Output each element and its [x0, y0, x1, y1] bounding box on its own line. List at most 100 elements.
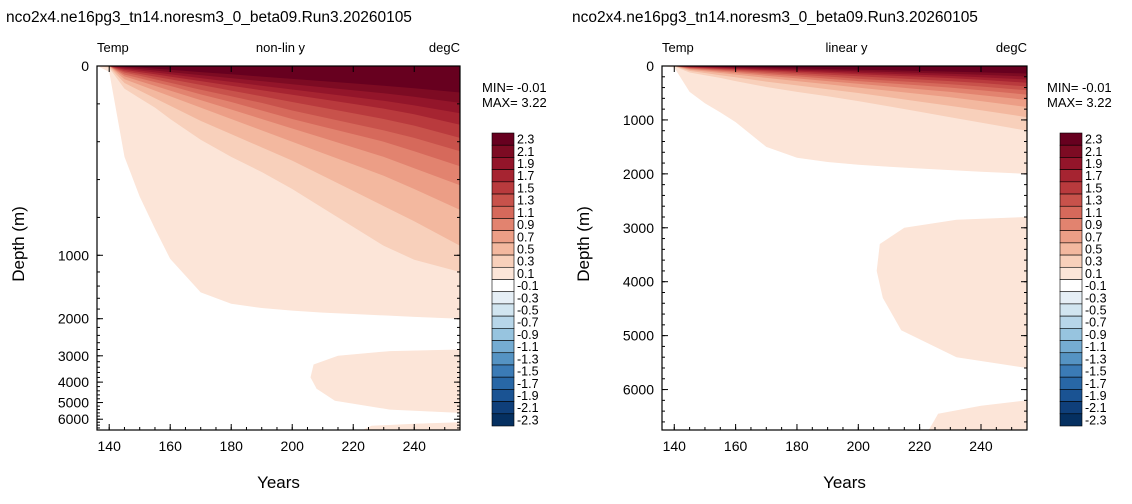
- colorbar-label: 0.9: [1085, 218, 1102, 232]
- y-tick-label: 2000: [623, 166, 654, 182]
- chart-panel-2: nco2x4.ne16pg3_tn14.noresm3_0_beta09.Run…: [572, 9, 1112, 492]
- colorbar-label: -1.3: [1085, 352, 1107, 366]
- colorbar-swatch: [491, 242, 515, 256]
- colorbar-swatch: [1059, 254, 1083, 268]
- chart-title: nco2x4.ne16pg3_tn14.noresm3_0_beta09.Run…: [572, 9, 978, 26]
- colorbar-swatch: [1059, 389, 1083, 402]
- colorbar-label: 0.5: [1085, 242, 1102, 256]
- colorbar-swatch: [1059, 413, 1083, 427]
- colorbar-swatch: [1059, 169, 1083, 183]
- colorbar-label: 2.3: [1085, 133, 1102, 147]
- y-tick-label: 0: [81, 58, 89, 74]
- colorbar-label: -0.1: [1085, 279, 1107, 293]
- colorbar-label: -0.3: [1085, 291, 1107, 305]
- colorbar-label: -2.3: [517, 413, 539, 427]
- x-tick-label: 220: [342, 438, 366, 454]
- colorbar-label: 2.1: [517, 145, 534, 159]
- colorbar-swatch: [491, 401, 515, 415]
- min-value: MIN= -0.01: [482, 80, 547, 95]
- units-label: degC: [996, 40, 1027, 55]
- colorbar-label: -1.9: [517, 389, 539, 403]
- colorbar-swatch: [491, 413, 515, 427]
- colorbar-label: -1.1: [517, 340, 539, 354]
- colorbar-label: -0.7: [517, 316, 539, 330]
- y-axis-label: Depth (m): [9, 206, 28, 282]
- colorbar-label: -0.5: [517, 304, 539, 318]
- colorbar-label: -1.5: [517, 365, 539, 379]
- y-tick-label: 2000: [58, 311, 89, 327]
- colorbar-label: -2.1: [1085, 401, 1107, 415]
- colorbar-label: 0.5: [517, 242, 534, 256]
- colorbar-swatch: [491, 279, 515, 293]
- colorbar-label: 0.7: [1085, 230, 1102, 244]
- x-tick-label: 200: [847, 438, 871, 454]
- colorbar-swatch: [1059, 315, 1083, 329]
- y-tick-label: 4000: [58, 374, 89, 390]
- colorbar-label: -0.7: [1085, 316, 1107, 330]
- colorbar-label: -2.1: [517, 401, 539, 415]
- colorbar-swatch: [491, 169, 515, 183]
- colorbar-swatch: [491, 157, 515, 170]
- colorbar-label: 1.1: [1085, 206, 1102, 220]
- colorbar-label: 1.3: [1085, 194, 1102, 208]
- colorbar-swatch: [1059, 376, 1083, 390]
- colorbar-swatch: [1059, 144, 1083, 158]
- colorbar-label: 0.1: [1085, 267, 1102, 281]
- colorbar-label: 1.7: [517, 169, 534, 183]
- scale-label: non-lin y: [256, 40, 306, 55]
- colorbar-label: -1.9: [1085, 389, 1107, 403]
- contour-field: [97, 66, 460, 430]
- colorbar-swatch: [1059, 181, 1083, 195]
- colorbar-label: 1.3: [517, 194, 534, 208]
- deep-warm-patch: [876, 217, 1027, 368]
- colorbar-label: -0.9: [1085, 328, 1107, 342]
- x-tick-label: 200: [281, 438, 305, 454]
- max-value: MAX= 3.22: [482, 95, 547, 110]
- colorbar-label: 1.9: [1085, 157, 1102, 171]
- x-tick-label: 140: [663, 438, 687, 454]
- y-tick-label: 6000: [623, 382, 654, 398]
- colorbar-swatch: [1059, 352, 1083, 366]
- colorbar-swatch: [491, 303, 515, 317]
- colorbar-swatch: [491, 291, 515, 305]
- colorbar-swatch: [491, 230, 515, 244]
- colorbar-swatch: [1059, 303, 1083, 317]
- colorbar-label: 1.5: [1085, 181, 1102, 195]
- colorbar-swatch: [1059, 242, 1083, 256]
- max-value: MAX= 3.22: [1047, 95, 1112, 110]
- colorbar-swatch: [491, 144, 515, 158]
- y-tick-label: 5000: [58, 395, 89, 411]
- colorbar-label: 0.9: [517, 218, 534, 232]
- colorbar-swatch: [491, 315, 515, 329]
- colorbar-swatch: [491, 266, 515, 280]
- colorbar-swatch: [1059, 401, 1083, 415]
- colorbar-label: 2.1: [1085, 145, 1102, 159]
- colorbar: 2.32.11.91.71.51.31.10.90.70.50.30.1-0.1…: [491, 133, 539, 427]
- x-tick-label: 140: [98, 438, 122, 454]
- chart-panel-1: nco2x4.ne16pg3_tn14.noresm3_0_beta09.Run…: [6, 9, 547, 492]
- colorbar-label: 1.7: [1085, 169, 1102, 183]
- colorbar-label: 2.3: [517, 133, 534, 147]
- y-tick-label: 1000: [58, 247, 89, 263]
- colorbar-swatch: [491, 376, 515, 390]
- colorbar-swatch: [1059, 230, 1083, 244]
- colorbar-label: 1.9: [517, 157, 534, 171]
- colorbar-swatch: [491, 254, 515, 268]
- x-tick-label: 160: [724, 438, 748, 454]
- colorbar-label: -2.3: [1085, 413, 1107, 427]
- colorbar-label: -0.1: [517, 279, 539, 293]
- colorbar-swatch: [1059, 157, 1083, 170]
- colorbar-swatch: [491, 340, 515, 354]
- contour-field: [662, 66, 1027, 430]
- colorbar-label: -1.3: [517, 352, 539, 366]
- colorbar-swatch: [1059, 218, 1083, 231]
- plot-frame: [96, 65, 461, 431]
- colorbar-swatch: [1059, 132, 1083, 146]
- bottom-warm-patch: [928, 400, 1027, 430]
- x-axis-label: Years: [823, 473, 866, 492]
- variable-label: Temp: [662, 40, 694, 55]
- colorbar-label: 1.1: [517, 206, 534, 220]
- y-axis-label: Depth (m): [574, 206, 593, 282]
